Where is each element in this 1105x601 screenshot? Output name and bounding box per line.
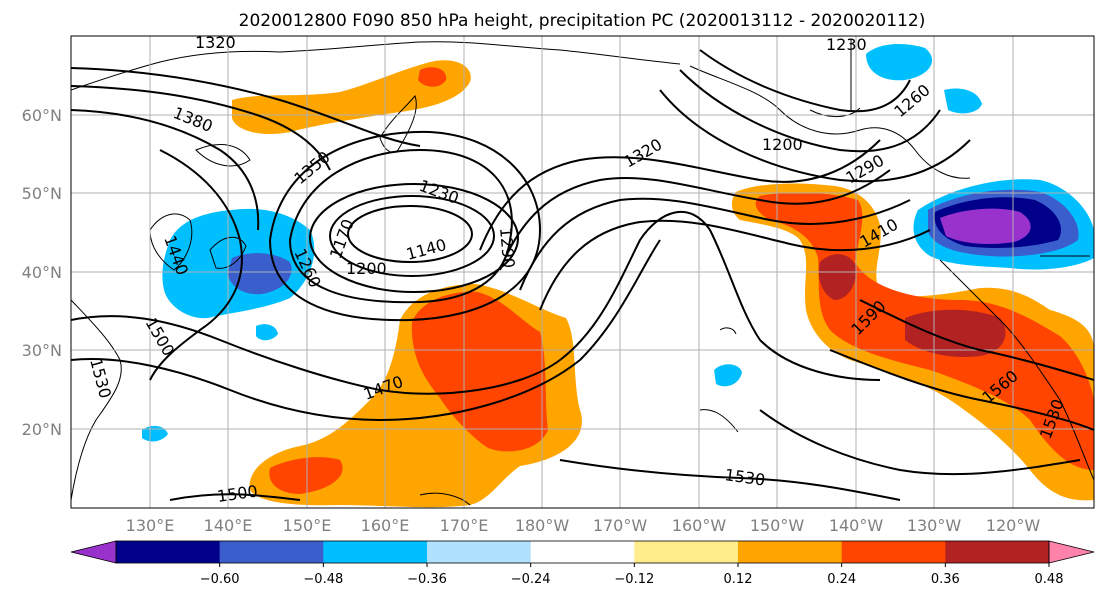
colorbar-segment (530, 541, 635, 563)
positive-anomaly-sw-core (269, 457, 343, 494)
contour-label: 1230 (826, 35, 867, 54)
strong-anomaly-east-pacific (905, 309, 1006, 358)
lon-label: 180°W (515, 516, 570, 535)
strong-anomaly-gulf (818, 254, 857, 300)
colorbar-tick-label: −0.12 (614, 572, 654, 587)
lon-label: 130°W (907, 516, 962, 535)
precip-shading (142, 44, 1094, 508)
lon-label: 120°W (986, 516, 1041, 535)
graticule (71, 36, 1094, 508)
colorbar-segment (841, 541, 946, 563)
negative-anomaly-alaska (866, 44, 933, 81)
colorbar-outline (115, 540, 1050, 564)
lon-label: 160°E (361, 516, 410, 535)
colorbar-tick-label: −0.36 (407, 572, 447, 587)
lat-label: 40°N (22, 263, 62, 282)
colorbar-segment (634, 541, 739, 563)
lon-label: 150°E (283, 516, 332, 535)
colorbar-segment (219, 541, 324, 563)
colorbar-tick-label: 0.48 (1035, 572, 1064, 587)
lat-label: 60°N (22, 106, 62, 125)
height-contours (71, 49, 1094, 501)
colorbar-extend-high (1048, 540, 1095, 564)
negative-anomaly-pnw-peak (940, 208, 1031, 244)
figure-title: 2020012800 F090 850 hPa height, precipit… (239, 11, 926, 31)
colorbar-segment (738, 541, 843, 563)
colorbar-segment (427, 541, 532, 563)
lat-label: 50°N (22, 184, 62, 203)
colorbar-extend-low (70, 540, 117, 564)
negative-anomaly-small-1 (256, 324, 278, 341)
map-area: 1320 1380 1350 1230 1170 1140 1200 1290 … (71, 33, 1094, 508)
colorbar-segment (945, 541, 1050, 563)
lon-label: 130°E (126, 516, 175, 535)
colorbar-tick-label: −0.24 (511, 572, 551, 587)
negative-anomaly-hawaii (714, 364, 742, 387)
latitude-labels: 60°N 50°N 40°N 30°N 20°N (22, 106, 62, 439)
positive-anomaly-okhotsk (232, 60, 471, 135)
contour-label: 1200 (762, 135, 803, 154)
colorbar: −0.60 −0.48 −0.36 −0.24 −0.12 0.12 0.24 0.36 0.4… (70, 540, 1095, 587)
contour-label: 1320 (195, 33, 236, 52)
positive-anomaly-central-pacific-core (411, 291, 548, 452)
negative-anomaly-canada (944, 88, 982, 114)
colorbar-tick-label: 0.36 (931, 572, 960, 587)
colorbar-segment (116, 541, 221, 563)
lon-label: 170°E (440, 516, 489, 535)
longitude-labels: 130°E 140°E 150°E 160°E 170°E 180°W 170°… (126, 516, 1041, 535)
colorbar-tick-label: −0.60 (200, 572, 240, 587)
lon-label: 150°W (750, 516, 805, 535)
colorbar-segment (323, 541, 428, 563)
map-frame (70, 35, 1095, 509)
coastlines (71, 40, 1094, 506)
contour-label: 1290 (496, 227, 518, 269)
positive-anomaly-okhotsk-core (418, 67, 447, 87)
lon-label: 140°W (829, 516, 884, 535)
negative-anomaly-sw (142, 425, 168, 442)
lon-label: 160°W (672, 516, 727, 535)
colorbar-tick-label: −0.48 (303, 572, 343, 587)
lon-label: 140°E (204, 516, 253, 535)
colorbar-tick-label: 0.24 (827, 572, 856, 587)
negative-anomaly-japan-core (228, 253, 292, 295)
contour-label: 1200 (346, 259, 387, 278)
lat-label: 20°N (22, 420, 62, 439)
colorbar-tick-label: 0.12 (724, 572, 753, 587)
lon-label: 170°W (593, 516, 648, 535)
lat-label: 30°N (22, 341, 62, 360)
